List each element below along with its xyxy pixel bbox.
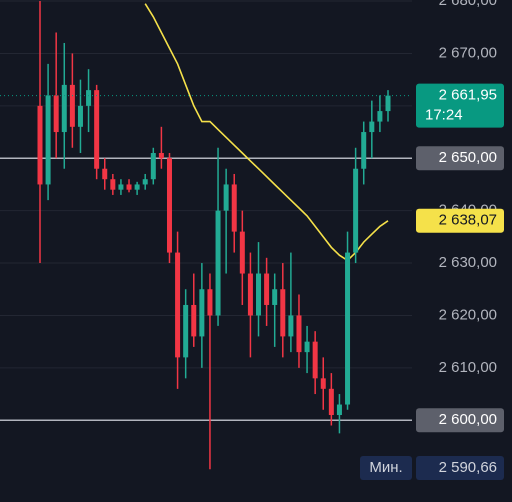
last-price-time: 17:24: [425, 107, 463, 124]
candle-body: [53, 95, 59, 133]
candle-body: [385, 95, 391, 112]
candle-body: [247, 273, 253, 316]
candle-body: [312, 341, 318, 379]
candle-body: [320, 378, 326, 389]
candle-body: [256, 273, 262, 316]
candle-body: [336, 404, 342, 416]
y-tick-label: 2 670,00: [439, 44, 497, 61]
candle-body: [37, 105, 43, 185]
y-tick-label: 2 600,00: [439, 411, 497, 428]
candle-body: [223, 184, 229, 211]
candle-body: [158, 153, 164, 159]
candle-body: [86, 90, 92, 106]
candle-body: [207, 289, 213, 316]
candle-body: [215, 210, 221, 316]
candle-body: [94, 90, 100, 169]
candle-body: [191, 304, 197, 337]
candle-body: [353, 168, 359, 253]
candle-body: [175, 252, 181, 358]
y-tick-label: 2 610,00: [439, 359, 497, 376]
y-tick-label: 2 680,00: [439, 0, 497, 9]
ma-box: [416, 208, 504, 233]
candle-body: [272, 289, 278, 305]
level-box: [416, 146, 504, 171]
candle-body: [264, 273, 270, 305]
candle-body: [150, 153, 156, 180]
candle-body: [69, 84, 75, 127]
candle-body: [166, 158, 172, 253]
y-tick-label: 2 620,00: [439, 306, 497, 323]
candle-body: [110, 179, 116, 190]
candle-body: [77, 105, 83, 127]
candle-body: [369, 121, 375, 133]
min-title-box: [360, 456, 412, 480]
candle-body: [288, 315, 294, 337]
last-price-box: [416, 83, 504, 128]
candle-body: [296, 315, 302, 353]
candle-body: [328, 388, 334, 416]
candle-body: [61, 84, 67, 133]
candle-body: [183, 304, 189, 358]
candle-body: [345, 252, 351, 405]
candle-body: [199, 289, 205, 337]
candle-body: [126, 184, 132, 190]
candle-body: [280, 289, 286, 337]
ma-label: 2 638,07: [439, 212, 497, 229]
moving-average: [144, 3, 389, 262]
candle-body: [304, 341, 310, 353]
candle-body: [231, 184, 237, 232]
min-title: Мин.: [369, 459, 402, 476]
y-tick-label: 2 630,00: [439, 254, 497, 271]
min-label: 2 590,66: [439, 459, 497, 476]
last-price-label: 2 661,95: [439, 87, 497, 104]
candle-body: [361, 132, 367, 169]
y-tick-label: 2 650,00: [439, 149, 497, 166]
candle-body: [45, 95, 51, 185]
candle-body: [142, 179, 148, 185]
candle-body: [239, 231, 245, 274]
candle-body: [134, 184, 140, 190]
candle-body: [377, 111, 383, 122]
min-box: [416, 456, 504, 480]
candle-body: [102, 168, 108, 180]
level-box: [416, 408, 504, 433]
candle-body: [118, 184, 124, 190]
